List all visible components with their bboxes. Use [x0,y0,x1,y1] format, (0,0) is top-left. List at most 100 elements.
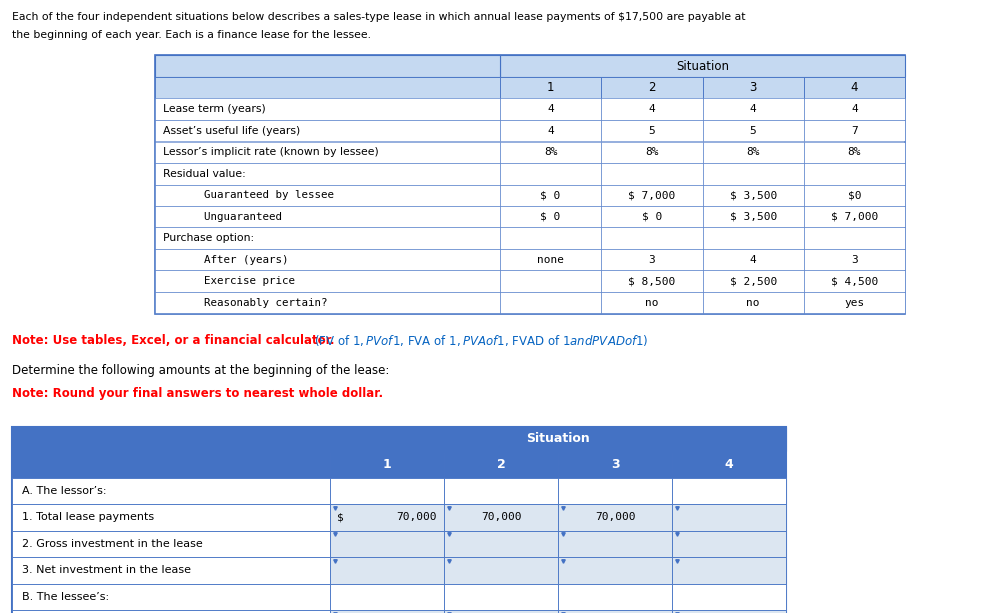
Bar [804,249,905,270]
Bar [330,584,444,610]
Bar [500,55,905,77]
Bar [330,557,444,584]
Bar [703,99,804,120]
Bar [804,206,905,227]
Bar [672,504,786,530]
Text: 8%: 8% [645,147,659,158]
Text: Note: Use tables, Excel, or a financial calculator.: Note: Use tables, Excel, or a financial … [12,334,339,347]
Bar [703,142,804,163]
Text: Lessor’s implicit rate (known by lessee): Lessor’s implicit rate (known by lessee) [163,147,379,158]
Bar [703,292,804,313]
Text: 4: 4 [851,104,858,114]
Text: (FV of $1, PV of $1, FVA of $1, PVA of $1, FVAD of $1 and PVAD of $1): (FV of $1, PV of $1, FVA of $1, PVA of $… [313,333,648,348]
Text: Lease term (years): Lease term (years) [163,104,265,114]
Bar [601,206,703,227]
Text: 4: 4 [648,104,655,114]
Bar [12,530,330,557]
Text: $ 0: $ 0 [541,190,561,200]
Bar [155,270,500,292]
Bar [672,451,786,478]
Bar [12,451,330,478]
Bar [804,99,905,120]
Bar [444,557,558,584]
Text: $: $ [337,512,344,522]
Text: Situation: Situation [676,59,729,72]
Bar [155,55,500,77]
Bar [12,557,330,584]
Bar [804,77,905,99]
Text: 1: 1 [383,458,392,471]
Bar [703,227,804,249]
Bar [444,584,558,610]
Bar [500,249,601,270]
Text: $ 7,000: $ 7,000 [628,190,676,200]
Bar [155,292,500,313]
Bar [672,557,786,584]
Text: 2: 2 [648,82,656,94]
Text: 3: 3 [749,82,756,94]
Bar [804,142,905,163]
Bar [601,292,703,313]
Text: yes: yes [844,298,865,308]
Bar [672,610,786,613]
Text: $ 3,500: $ 3,500 [730,211,776,222]
Bar [330,610,444,613]
Text: $ 0: $ 0 [541,211,561,222]
Bar [500,185,601,206]
Bar [558,478,672,504]
Text: Determine the following amounts at the beginning of the lease:: Determine the following amounts at the b… [12,364,390,377]
Text: 4: 4 [548,126,554,135]
Bar [12,478,330,504]
Bar [703,249,804,270]
Bar [12,427,786,613]
Bar [558,610,672,613]
Text: 4: 4 [548,104,554,114]
Bar [155,249,500,270]
Text: none: none [537,255,565,265]
Text: 8%: 8% [746,147,759,158]
Bar [444,610,558,613]
Bar [155,163,500,185]
Bar [703,120,804,142]
Text: A. The lessor’s:: A. The lessor’s: [22,485,106,496]
Bar [804,185,905,206]
Bar [703,77,804,99]
Bar [703,270,804,292]
Bar [500,206,601,227]
Bar [155,142,500,163]
Bar [12,504,330,530]
Bar [558,451,672,478]
Bar [444,478,558,504]
Bar [601,270,703,292]
Text: 2. Gross investment in the lease: 2. Gross investment in the lease [22,539,203,549]
Bar [12,584,330,610]
Text: $ 0: $ 0 [642,211,662,222]
Text: 7: 7 [851,126,858,135]
Text: Guaranteed by lessee: Guaranteed by lessee [191,190,334,200]
Bar [500,120,601,142]
Text: 4: 4 [725,458,734,471]
Bar [12,610,330,613]
Text: 70,000: 70,000 [594,512,635,522]
Bar [444,504,558,530]
Bar [500,292,601,313]
Text: Each of the four independent situations below describes a sales-type lease in wh: Each of the four independent situations … [12,12,746,22]
Bar [672,530,786,557]
Text: 3: 3 [610,458,619,471]
Bar [330,451,444,478]
Bar [804,270,905,292]
Text: 5: 5 [749,126,756,135]
Bar [601,249,703,270]
Bar [155,120,500,142]
Text: 4: 4 [749,255,756,265]
Text: Asset’s useful life (years): Asset’s useful life (years) [163,126,300,135]
Text: Note: Round your final answers to nearest whole dollar.: Note: Round your final answers to neares… [12,387,383,400]
Text: $ 2,500: $ 2,500 [730,276,776,286]
Text: 1: 1 [547,82,555,94]
Bar [601,99,703,120]
Bar [558,557,672,584]
Text: 70,000: 70,000 [481,512,521,522]
Text: Exercise price: Exercise price [191,276,295,286]
Text: 3. Net investment in the lease: 3. Net investment in the lease [22,565,191,575]
Bar [703,185,804,206]
